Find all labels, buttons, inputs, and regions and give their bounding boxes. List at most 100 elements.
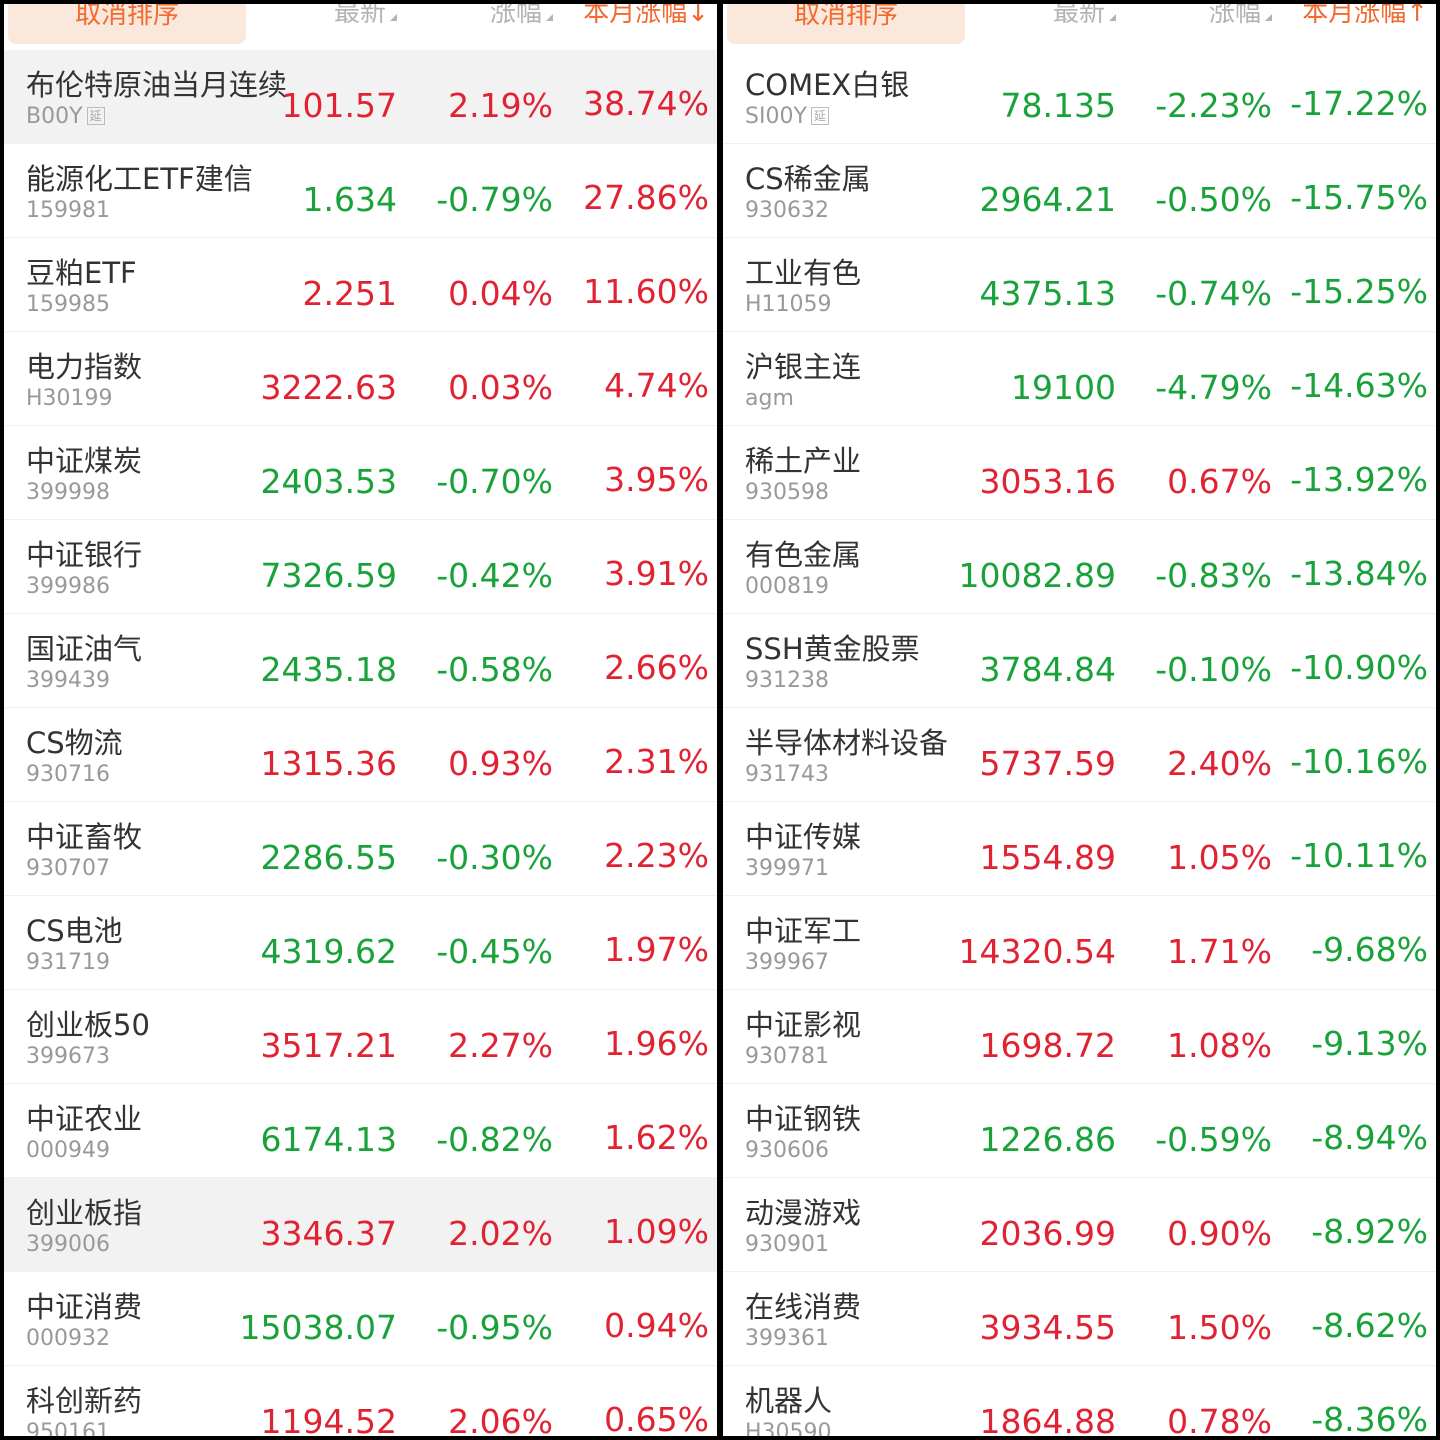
cancel-sort-button[interactable]: 取消排序 xyxy=(727,4,965,44)
daily-change: 0.04% xyxy=(448,274,553,313)
list-item[interactable]: 电力指数 H30199 3222.63 0.03% 4.74% xyxy=(4,332,717,426)
instrument-code-text: 399673 xyxy=(26,1044,110,1069)
delayed-quote-badge: 延 xyxy=(86,107,105,125)
change-column-header[interactable]: 涨幅 xyxy=(490,4,553,30)
month-change: 27.86% xyxy=(583,178,709,217)
list-item[interactable]: 科创新药 950161 1194.52 2.06% 0.65% xyxy=(4,1366,717,1436)
list-item[interactable]: 能源化工ETF建信 159981 1.634 -0.79% 27.86% xyxy=(4,144,717,238)
month-change: -10.90% xyxy=(1290,648,1428,687)
daily-change: -0.10% xyxy=(1155,650,1272,689)
instrument-code: 399006 xyxy=(26,1232,110,1258)
list-item[interactable]: 工业有色 H11059 4375.13 -0.74% -15.25% xyxy=(723,238,1436,332)
instrument-name: 工业有色 xyxy=(745,256,862,290)
list-item[interactable]: 中证传媒 399971 1554.89 1.05% -10.11% xyxy=(723,802,1436,896)
month-change: 38.74% xyxy=(583,84,709,123)
list-item[interactable]: 布伦特原油当月连续 B00Y 延 101.57 2.19% 38.74% xyxy=(4,50,717,144)
list-item[interactable]: 动漫游戏 930901 2036.99 0.90% -8.92% xyxy=(723,1178,1436,1272)
daily-change: 2.02% xyxy=(448,1214,553,1253)
latest-column-header[interactable]: 最新 xyxy=(334,4,397,30)
list-item[interactable]: 国证油气 399439 2435.18 -0.58% 2.66% xyxy=(4,614,717,708)
list-item[interactable]: 有色金属 000819 10082.89 -0.83% -13.84% xyxy=(723,520,1436,614)
instrument-name: CS物流 xyxy=(26,726,123,760)
list-item[interactable]: 创业板指 399006 3346.37 2.02% 1.09% xyxy=(4,1178,717,1272)
daily-change: 1.08% xyxy=(1167,1026,1272,1065)
list-item[interactable]: 中证军工 399967 14320.54 1.71% -9.68% xyxy=(723,896,1436,990)
latest-price: 3517.21 xyxy=(260,1026,397,1065)
latest-price: 15038.07 xyxy=(239,1308,397,1347)
list-item[interactable]: 豆粕ETF 159985 2.251 0.04% 11.60% xyxy=(4,238,717,332)
list-item[interactable]: 机器人 H30590 1864.88 0.78% -8.36% xyxy=(723,1366,1436,1436)
instrument-code-text: 931719 xyxy=(26,950,110,975)
instrument-name: 机器人 xyxy=(745,1384,833,1418)
list-item[interactable]: 中证农业 000949 6174.13 -0.82% 1.62% xyxy=(4,1084,717,1178)
sort-corner-icon xyxy=(390,14,397,21)
list-item[interactable]: 沪银主连 agm 19100 -4.79% -14.63% xyxy=(723,332,1436,426)
change-column-header[interactable]: 涨幅 xyxy=(1209,4,1272,30)
instrument-name: 在线消费 xyxy=(745,1290,862,1324)
list-item[interactable]: 中证银行 399986 7326.59 -0.42% 3.91% xyxy=(4,520,717,614)
instrument-code: 930606 xyxy=(745,1138,829,1164)
list-item[interactable]: CS稀金属 930632 2964.21 -0.50% -15.75% xyxy=(723,144,1436,238)
list-item[interactable]: 中证煤炭 399998 2403.53 -0.70% 3.95% xyxy=(4,426,717,520)
month-change: -13.84% xyxy=(1290,554,1428,593)
list-item[interactable]: CS物流 930716 1315.36 0.93% 2.31% xyxy=(4,708,717,802)
instrument-code: 930707 xyxy=(26,856,110,882)
instrument-code: 159985 xyxy=(26,292,110,318)
instrument-name: 创业板指 xyxy=(26,1196,143,1230)
list-item[interactable]: SSH黄金股票 931238 3784.84 -0.10% -10.90% xyxy=(723,614,1436,708)
instrument-code: H11059 xyxy=(745,292,832,318)
instrument-code: SI00Y 延 xyxy=(745,104,829,130)
sort-corner-icon xyxy=(1109,14,1116,21)
month-change: -10.11% xyxy=(1290,836,1428,875)
latest-column-header[interactable]: 最新 xyxy=(1053,4,1116,30)
month-change: 0.65% xyxy=(604,1400,709,1436)
instrument-code: 399986 xyxy=(26,574,110,600)
instrument-code-text: 159981 xyxy=(26,198,110,223)
daily-change: -0.82% xyxy=(436,1120,553,1159)
instrument-name: 稀土产业 xyxy=(745,444,862,478)
month-change: 2.31% xyxy=(604,742,709,781)
month-change-column-header[interactable]: 本月涨幅↑ xyxy=(1302,4,1428,30)
list-item[interactable]: 中证消费 000932 15038.07 -0.95% 0.94% xyxy=(4,1272,717,1366)
instrument-code: H30199 xyxy=(26,386,113,412)
daily-change: -0.58% xyxy=(436,650,553,689)
latest-price: 2036.99 xyxy=(979,1214,1116,1253)
list-item[interactable]: 中证影视 930781 1698.72 1.08% -9.13% xyxy=(723,990,1436,1084)
instrument-name: 沪银主连 xyxy=(745,350,862,384)
daily-change: 0.03% xyxy=(448,368,553,407)
right-ranking-panel: 取消排序 最新 涨幅 本月涨幅↑ COMEX白银 SI00Y 延 78.135 -2.2… xyxy=(723,4,1436,1436)
instrument-code: 931743 xyxy=(745,762,829,788)
sort-corner-icon xyxy=(546,14,553,21)
month-change: 0.94% xyxy=(604,1306,709,1345)
instrument-name: 电力指数 xyxy=(26,350,143,384)
list-item[interactable]: 半导体材料设备 931743 5737.59 2.40% -10.16% xyxy=(723,708,1436,802)
sort-descending-arrow-icon: ↓ xyxy=(687,4,709,28)
list-item[interactable]: 在线消费 399361 3934.55 1.50% -8.62% xyxy=(723,1272,1436,1366)
ranking-list: 布伦特原油当月连续 B00Y 延 101.57 2.19% 38.74% 能源化工ETF建信… xyxy=(4,50,717,1436)
daily-change: -4.79% xyxy=(1155,368,1272,407)
cancel-sort-button[interactable]: 取消排序 xyxy=(8,4,246,44)
instrument-name: 中证农业 xyxy=(26,1102,143,1136)
instrument-name: 中证畜牧 xyxy=(26,820,143,854)
list-item[interactable]: COMEX白银 SI00Y 延 78.135 -2.23% -17.22% xyxy=(723,50,1436,144)
instrument-code-text: 399361 xyxy=(745,1326,829,1351)
list-item[interactable]: CS电池 931719 4319.62 -0.45% 1.97% xyxy=(4,896,717,990)
latest-price: 1554.89 xyxy=(979,838,1116,877)
daily-change: 0.90% xyxy=(1167,1214,1272,1253)
list-item[interactable]: 创业板50 399673 3517.21 2.27% 1.96% xyxy=(4,990,717,1084)
list-item[interactable]: 中证钢铁 930606 1226.86 -0.59% -8.94% xyxy=(723,1084,1436,1178)
daily-change: 0.93% xyxy=(448,744,553,783)
list-item[interactable]: 稀土产业 930598 3053.16 0.67% -13.92% xyxy=(723,426,1436,520)
instrument-name: 中证煤炭 xyxy=(26,444,143,478)
month-change: -15.25% xyxy=(1290,272,1428,311)
instrument-code-text: 399971 xyxy=(745,856,829,881)
month-change-column-header[interactable]: 本月涨幅↓ xyxy=(583,4,709,30)
instrument-code: 399998 xyxy=(26,480,110,506)
daily-change: 2.06% xyxy=(448,1402,553,1436)
latest-price: 78.135 xyxy=(1000,86,1116,125)
instrument-name: 中证银行 xyxy=(26,538,143,572)
instrument-code-text: H11059 xyxy=(745,292,832,317)
list-item[interactable]: 中证畜牧 930707 2286.55 -0.30% 2.23% xyxy=(4,802,717,896)
instrument-code-text: 000949 xyxy=(26,1138,110,1163)
instrument-code-text: 930781 xyxy=(745,1044,829,1069)
